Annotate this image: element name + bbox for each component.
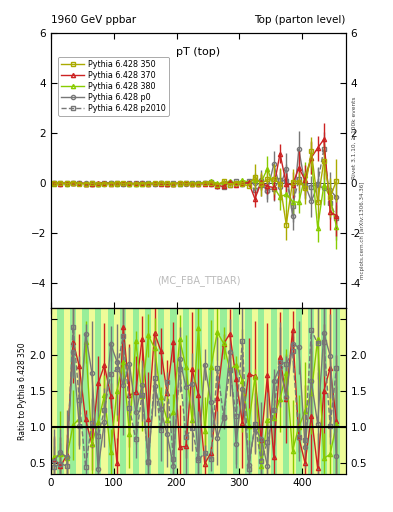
Bar xyxy=(283,308,289,474)
Bar xyxy=(189,308,195,474)
Bar xyxy=(208,308,214,474)
Bar xyxy=(170,308,176,474)
Bar xyxy=(277,308,283,474)
Bar xyxy=(340,308,346,474)
Bar xyxy=(239,308,246,474)
Bar xyxy=(120,308,126,474)
Bar xyxy=(327,308,333,474)
Bar xyxy=(302,308,308,474)
Text: Rivet 3.1.10, ≥ 100k events: Rivet 3.1.10, ≥ 100k events xyxy=(352,97,357,180)
Bar xyxy=(139,308,145,474)
Bar xyxy=(214,308,220,474)
Bar xyxy=(233,308,239,474)
Bar xyxy=(76,308,83,474)
Text: 1960 GeV ppbar: 1960 GeV ppbar xyxy=(51,14,136,25)
Bar xyxy=(145,308,151,474)
Text: Top (parton level): Top (parton level) xyxy=(254,14,346,25)
Bar xyxy=(126,308,132,474)
Bar xyxy=(57,308,64,474)
Bar xyxy=(95,308,101,474)
Bar xyxy=(176,308,183,474)
Text: (MC_FBA_TTBAR): (MC_FBA_TTBAR) xyxy=(157,275,240,286)
Bar xyxy=(64,308,70,474)
Bar xyxy=(321,308,327,474)
Bar xyxy=(314,308,321,474)
Bar xyxy=(151,308,158,474)
Text: pT (top): pT (top) xyxy=(176,47,220,57)
Bar xyxy=(114,308,120,474)
Legend: Pythia 6.428 350, Pythia 6.428 370, Pythia 6.428 380, Pythia 6.428 p0, Pythia 6.: Pythia 6.428 350, Pythia 6.428 370, Pyth… xyxy=(58,56,169,116)
Bar xyxy=(83,308,89,474)
Bar xyxy=(164,308,170,474)
Bar xyxy=(51,308,57,474)
Bar xyxy=(308,308,314,474)
Bar xyxy=(108,308,114,474)
Bar xyxy=(132,308,139,474)
Bar xyxy=(227,308,233,474)
Bar xyxy=(289,308,296,474)
Text: mcplots.cern.ch [arXiv:1306.34.36]: mcplots.cern.ch [arXiv:1306.34.36] xyxy=(360,182,365,279)
Y-axis label: Ratio to Pythia 6.428 350: Ratio to Pythia 6.428 350 xyxy=(18,342,27,440)
Bar xyxy=(258,308,264,474)
Bar xyxy=(195,308,202,474)
Bar xyxy=(220,308,227,474)
Bar xyxy=(183,308,189,474)
Bar xyxy=(252,308,258,474)
Bar xyxy=(246,308,252,474)
Bar xyxy=(264,308,271,474)
Bar xyxy=(101,308,108,474)
Bar xyxy=(346,308,352,474)
Bar xyxy=(158,308,164,474)
Bar xyxy=(202,308,208,474)
Bar xyxy=(333,308,340,474)
Bar xyxy=(296,308,302,474)
Bar xyxy=(271,308,277,474)
Bar xyxy=(70,308,76,474)
Bar xyxy=(89,308,95,474)
